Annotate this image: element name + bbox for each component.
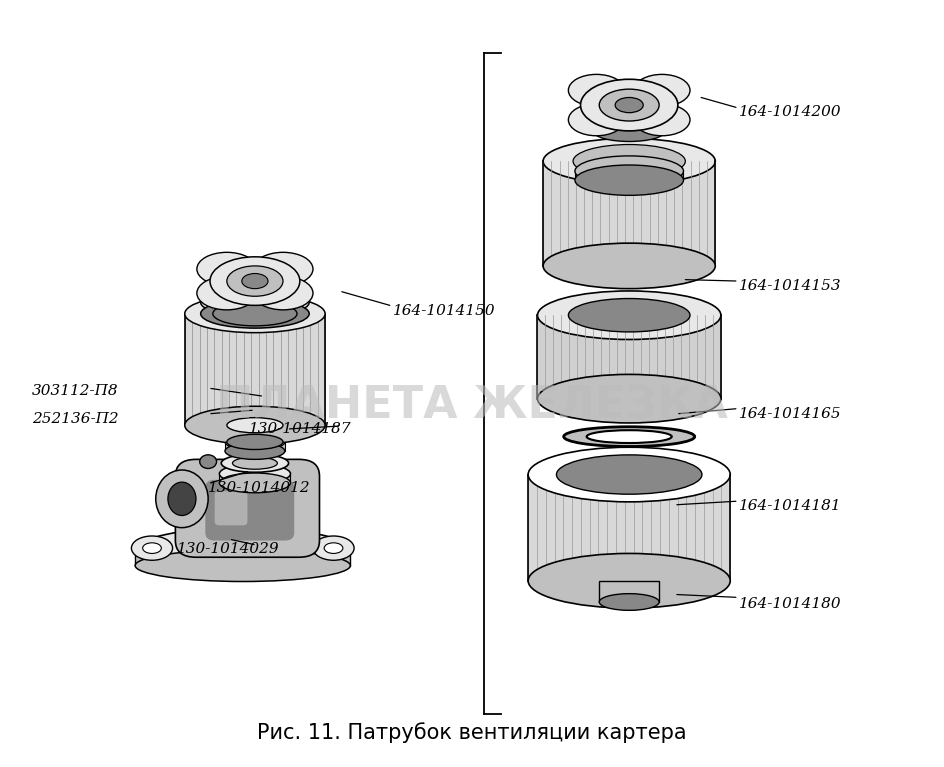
Text: 164-1014181: 164-1014181 [738, 499, 841, 513]
Text: 164-1014150: 164-1014150 [393, 304, 495, 318]
Bar [201, 300, 310, 314]
FancyBboxPatch shape [176, 459, 319, 558]
Ellipse shape [253, 276, 313, 310]
Bar [575, 170, 683, 180]
Text: 164-1014153: 164-1014153 [738, 279, 841, 294]
Ellipse shape [232, 457, 278, 469]
Ellipse shape [227, 266, 283, 296]
Ellipse shape [185, 295, 325, 333]
Bar [599, 581, 659, 602]
Ellipse shape [556, 455, 702, 494]
Ellipse shape [212, 301, 297, 326]
Ellipse shape [225, 443, 285, 459]
Ellipse shape [168, 482, 196, 515]
Ellipse shape [573, 144, 685, 178]
Ellipse shape [528, 554, 731, 608]
Bar [135, 549, 350, 565]
Ellipse shape [594, 114, 665, 134]
Ellipse shape [537, 291, 721, 340]
Ellipse shape [135, 550, 350, 581]
Ellipse shape [528, 447, 731, 502]
Bar [225, 440, 285, 451]
Ellipse shape [615, 97, 643, 113]
Ellipse shape [219, 473, 291, 492]
Ellipse shape [242, 274, 268, 288]
Ellipse shape [131, 536, 173, 560]
Ellipse shape [156, 470, 208, 528]
Ellipse shape [568, 104, 625, 136]
Text: Рис. 11. Патрубок вентиляции картера: Рис. 11. Патрубок вентиляции картера [257, 722, 687, 743]
Ellipse shape [253, 252, 313, 285]
Ellipse shape [197, 252, 257, 285]
Text: 164-1014180: 164-1014180 [738, 597, 841, 611]
Ellipse shape [581, 79, 678, 131]
Ellipse shape [201, 288, 310, 317]
Bar [543, 161, 716, 266]
Text: 130-1014012: 130-1014012 [208, 481, 311, 495]
Ellipse shape [543, 139, 716, 184]
Ellipse shape [586, 430, 672, 443]
Bar [219, 472, 291, 483]
Text: 303112-П8: 303112-П8 [32, 384, 119, 398]
Ellipse shape [633, 74, 690, 107]
Ellipse shape [135, 528, 350, 573]
Ellipse shape [537, 374, 721, 423]
Ellipse shape [313, 536, 354, 560]
Ellipse shape [633, 104, 690, 136]
Text: 164-1014200: 164-1014200 [738, 105, 841, 119]
Ellipse shape [219, 464, 291, 484]
FancyBboxPatch shape [206, 480, 295, 541]
Ellipse shape [210, 257, 300, 305]
Bar [227, 425, 283, 442]
Text: 252136-П2: 252136-П2 [32, 412, 119, 426]
Text: 130-1014187: 130-1014187 [249, 422, 352, 436]
Ellipse shape [575, 165, 683, 196]
Bar [537, 315, 721, 399]
Ellipse shape [324, 543, 343, 554]
Bar [528, 475, 731, 581]
Ellipse shape [221, 454, 289, 472]
Text: ПЛАНЕТА ЖЕЛЕЗКА: ПЛАНЕТА ЖЕЛЕЗКА [216, 385, 728, 428]
FancyBboxPatch shape [214, 491, 247, 525]
Bar [594, 122, 665, 132]
Ellipse shape [185, 407, 325, 444]
Ellipse shape [227, 434, 283, 449]
Ellipse shape [599, 594, 659, 611]
Ellipse shape [225, 433, 285, 450]
Ellipse shape [575, 156, 683, 186]
Ellipse shape [564, 426, 695, 446]
Ellipse shape [227, 418, 283, 433]
Ellipse shape [197, 276, 257, 310]
Ellipse shape [568, 74, 625, 107]
Bar [185, 314, 325, 425]
Ellipse shape [568, 298, 690, 332]
Ellipse shape [599, 89, 659, 121]
Ellipse shape [201, 299, 310, 328]
Text: 130-1014029: 130-1014029 [177, 542, 279, 556]
Ellipse shape [143, 543, 161, 554]
Ellipse shape [200, 455, 216, 469]
Ellipse shape [594, 122, 665, 141]
Text: 164-1014165: 164-1014165 [738, 407, 841, 421]
Ellipse shape [543, 243, 716, 288]
